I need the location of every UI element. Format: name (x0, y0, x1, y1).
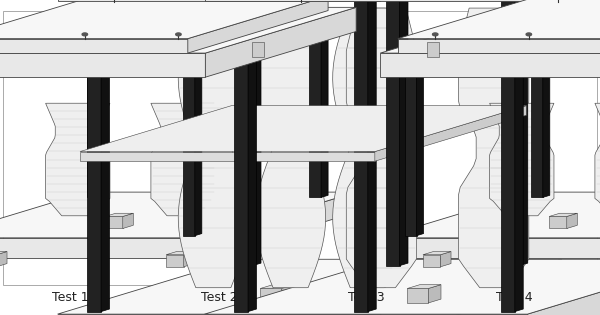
Polygon shape (205, 192, 356, 258)
Circle shape (526, 33, 532, 36)
Polygon shape (292, 213, 320, 216)
Polygon shape (58, 314, 380, 315)
Polygon shape (188, 0, 328, 53)
Bar (3, 11, 597, 285)
Polygon shape (400, 0, 408, 266)
Text: Test 3: Test 3 (347, 291, 385, 304)
Polygon shape (380, 259, 562, 315)
Polygon shape (380, 238, 600, 258)
Polygon shape (423, 251, 451, 255)
Polygon shape (0, 53, 205, 77)
Polygon shape (99, 10, 106, 198)
Polygon shape (248, 0, 256, 312)
Polygon shape (310, 13, 321, 198)
Polygon shape (531, 13, 543, 198)
Polygon shape (205, 0, 527, 1)
Polygon shape (87, 0, 101, 312)
Polygon shape (281, 285, 294, 303)
Polygon shape (407, 285, 441, 289)
Polygon shape (505, 0, 520, 266)
Polygon shape (166, 251, 194, 255)
Polygon shape (407, 289, 428, 303)
Polygon shape (567, 213, 577, 228)
Polygon shape (80, 152, 375, 161)
Circle shape (433, 33, 438, 36)
Polygon shape (0, 39, 188, 53)
Polygon shape (375, 106, 526, 161)
Polygon shape (380, 192, 600, 238)
Polygon shape (354, 0, 368, 312)
Polygon shape (195, 49, 202, 236)
Polygon shape (123, 213, 133, 228)
Polygon shape (405, 51, 416, 236)
Polygon shape (58, 0, 380, 1)
Polygon shape (260, 289, 281, 303)
Polygon shape (239, 0, 253, 266)
Polygon shape (205, 314, 527, 315)
Polygon shape (527, 0, 600, 1)
Polygon shape (184, 251, 194, 267)
Polygon shape (398, 39, 600, 53)
Polygon shape (485, 285, 518, 289)
Polygon shape (46, 103, 110, 216)
Polygon shape (485, 289, 506, 303)
Polygon shape (321, 10, 328, 198)
Text: Test 2: Test 2 (200, 291, 238, 304)
Polygon shape (0, 7, 356, 53)
Text: Test 1: Test 1 (52, 291, 89, 304)
Polygon shape (380, 0, 562, 1)
Polygon shape (0, 192, 356, 238)
Polygon shape (458, 8, 529, 288)
Polygon shape (260, 285, 294, 289)
Polygon shape (549, 216, 567, 228)
Polygon shape (423, 255, 440, 267)
Polygon shape (87, 13, 99, 198)
Polygon shape (506, 285, 518, 303)
Polygon shape (527, 259, 600, 315)
Polygon shape (595, 103, 600, 216)
Polygon shape (368, 0, 376, 312)
Polygon shape (386, 0, 400, 266)
Polygon shape (0, 238, 205, 258)
Polygon shape (178, 8, 248, 288)
Polygon shape (490, 103, 554, 216)
Polygon shape (183, 51, 195, 236)
Polygon shape (58, 259, 562, 314)
Polygon shape (416, 49, 424, 236)
Polygon shape (105, 213, 133, 216)
Polygon shape (520, 0, 528, 266)
Polygon shape (515, 0, 523, 312)
Polygon shape (205, 7, 356, 77)
Polygon shape (427, 42, 439, 57)
Polygon shape (310, 213, 320, 228)
Polygon shape (549, 213, 577, 216)
Polygon shape (80, 106, 526, 152)
Polygon shape (0, 251, 7, 255)
Polygon shape (205, 259, 600, 314)
Polygon shape (292, 216, 310, 228)
Polygon shape (501, 0, 515, 312)
Polygon shape (253, 0, 261, 266)
Polygon shape (440, 251, 451, 267)
Polygon shape (151, 103, 215, 216)
Polygon shape (346, 8, 416, 288)
Polygon shape (428, 285, 441, 303)
Polygon shape (380, 7, 600, 53)
Circle shape (82, 33, 88, 36)
Polygon shape (101, 0, 109, 312)
Polygon shape (256, 8, 326, 288)
Polygon shape (234, 0, 248, 312)
Polygon shape (105, 216, 123, 228)
Text: Test 4: Test 4 (496, 291, 533, 304)
Polygon shape (0, 0, 328, 39)
Circle shape (176, 33, 181, 36)
Polygon shape (380, 53, 600, 77)
Polygon shape (252, 42, 264, 57)
Polygon shape (166, 255, 184, 267)
Polygon shape (543, 10, 550, 198)
Polygon shape (332, 8, 403, 288)
Polygon shape (0, 251, 7, 267)
Polygon shape (398, 0, 600, 39)
